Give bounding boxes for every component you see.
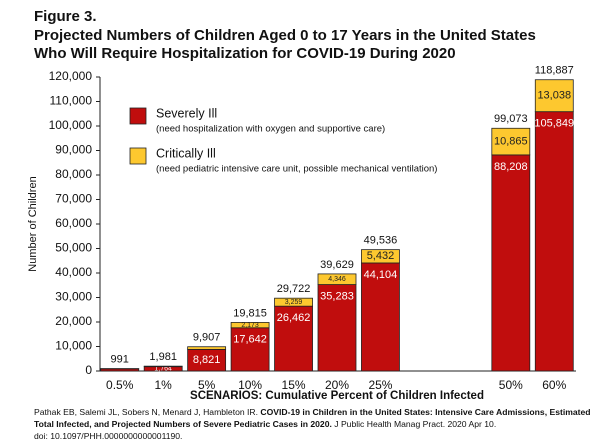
legend-swatch	[129, 107, 147, 125]
bar-segment	[143, 365, 183, 368]
value-label: 8,821	[193, 354, 221, 366]
bar-segment	[274, 297, 313, 307]
value-label: 13,038	[537, 90, 571, 102]
y-tick-label: 30,000	[55, 290, 92, 304]
bar-segment	[317, 273, 357, 285]
y-tick-label: 70,000	[55, 192, 92, 206]
y-tick-label: 0	[85, 363, 92, 377]
value-label: 44,104	[364, 269, 398, 281]
x-tick-label: 60%	[542, 378, 566, 392]
value-label: 17,642	[233, 334, 267, 346]
y-tick-label: 60,000	[55, 216, 92, 230]
figure-label: Figure 3.	[34, 8, 97, 25]
y-axis-title: Number of Children	[27, 176, 39, 271]
total-label: 99,073	[494, 113, 528, 125]
x-tick-label: 5%	[198, 378, 216, 392]
y-tick-label: 80,000	[55, 167, 92, 181]
total-label: 9,907	[193, 332, 221, 344]
value-label: 1,764	[154, 366, 172, 373]
y-tick-label: 100,000	[49, 118, 93, 132]
value-label: 105,849	[534, 118, 574, 130]
x-tick-label: 15%	[282, 378, 306, 392]
citation: Pathak EB, Salemi JL, Sobers N, Menard J…	[34, 407, 591, 417]
value-label: 4,346	[328, 276, 346, 283]
bar-segment	[317, 284, 357, 372]
y-tick-label: 120,000	[49, 69, 93, 83]
y-tick-label: 90,000	[55, 143, 92, 157]
citation-part: Pathak EB, Salemi JL, Sobers N, Menard J…	[34, 407, 260, 417]
y-tick-label: 20,000	[55, 314, 92, 328]
bar-segment	[361, 249, 400, 264]
y-tick-label: 110,000	[50, 94, 93, 108]
value-label: 88,208	[494, 161, 528, 173]
legend-description: (need pediatric intensive care unit, pos…	[156, 164, 437, 175]
legend-label: Severely Ill	[156, 106, 217, 120]
x-tick-label: 1%	[155, 378, 173, 392]
value-label: 10,865	[494, 135, 528, 147]
bar-segment	[230, 327, 270, 372]
legend-label: Critically Ill	[156, 146, 216, 160]
total-label: 39,629	[320, 259, 354, 271]
total-label: 1,981	[149, 351, 177, 363]
citation: Total Infected, and Projected Numbers of…	[34, 419, 496, 429]
citation-part: Total Infected, and Projected Numbers of…	[34, 419, 332, 429]
total-label: 118,887	[535, 65, 574, 77]
bar-segment	[230, 322, 270, 329]
total-label: 991	[111, 353, 129, 365]
bar-segment	[274, 305, 313, 372]
citation-part: COVID-19 in Children in the United State…	[260, 407, 590, 417]
chart-title: Who Will Require Hospitalization for COV…	[34, 45, 456, 62]
citation: doi: 10.1097/PHH.0000000000001190.	[34, 431, 182, 441]
bar-segment	[491, 127, 531, 156]
value-label: 3,259	[285, 299, 303, 306]
x-tick-label: 20%	[325, 378, 349, 392]
x-tick-label: 50%	[499, 378, 523, 392]
y-tick-label: 10,000	[55, 339, 92, 353]
bar-segment	[491, 154, 531, 372]
value-label: 5,432	[367, 250, 395, 262]
total-label: 29,722	[277, 283, 311, 295]
value-label: 2,173	[241, 322, 259, 329]
bar-segment	[534, 111, 574, 372]
bar-segment	[534, 79, 574, 113]
value-label: 26,462	[277, 312, 311, 324]
citation-part: J Public Health Manag Pract. 2020 Apr 10…	[332, 419, 496, 429]
total-label: 49,536	[364, 235, 398, 247]
citation-part: doi: 10.1097/PHH.0000000000001190.	[34, 431, 182, 441]
y-tick-label: 40,000	[55, 265, 92, 279]
x-tick-label: 25%	[368, 378, 392, 392]
legend-swatch	[129, 147, 147, 165]
total-label: 19,815	[233, 307, 267, 319]
x-tick-label: 0.5%	[106, 378, 134, 392]
x-tick-label: 10%	[238, 378, 262, 392]
legend-description: (need hospitalization with oxygen and su…	[156, 124, 385, 135]
chart-title: Projected Numbers of Children Aged 0 to …	[34, 27, 536, 44]
value-label: 35,283	[320, 290, 354, 302]
x-axis-title: SCENARIOS: Cumulative Percent of Childre…	[190, 390, 484, 402]
bar-segment	[187, 346, 227, 350]
bar-segment	[361, 262, 400, 372]
y-tick-label: 50,000	[55, 241, 92, 255]
